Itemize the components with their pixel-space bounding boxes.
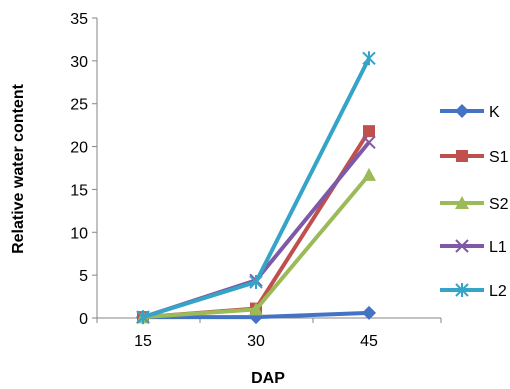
series-line-s1 [142, 130, 371, 320]
data-point-l1 [362, 135, 376, 149]
y-tick-label: 30 [70, 54, 88, 71]
data-point-l2 [136, 310, 150, 325]
series-line-s2 [142, 173, 371, 320]
axes [96, 18, 441, 319]
legend-label-k: K [489, 104, 500, 121]
legend-label-l2: L2 [489, 283, 507, 300]
data-point-l2 [362, 51, 376, 66]
legend: K S1 S2 L1 L2 [440, 104, 509, 300]
series-line-l1 [142, 141, 371, 320]
y-tick-label: 25 [70, 97, 88, 114]
legend-marker-l2 [455, 283, 469, 297]
x-axis-title: DAP [251, 370, 285, 387]
x-tick-label: 30 [247, 333, 265, 350]
y-tick-label: 20 [70, 140, 88, 157]
series-group [136, 51, 376, 325]
y-axis-ticks: 0 5 10 15 20 25 30 35 [70, 11, 97, 328]
data-point-l2 [249, 275, 263, 289]
legend-label-s2: S2 [489, 196, 509, 213]
y-tick-label: 35 [70, 11, 88, 28]
y-axis-title: Relative water content [10, 83, 27, 254]
data-point-k [362, 305, 376, 320]
legend-label-l1: L1 [489, 239, 507, 256]
data-point-s1 [363, 125, 375, 138]
data-point-s2 [249, 302, 263, 316]
data-point-s2 [362, 167, 376, 181]
y-tick-label: 0 [79, 311, 88, 328]
legend-marker-l1 [455, 239, 469, 253]
legend-marker-s1 [456, 150, 468, 162]
y-tick-label: 15 [70, 182, 88, 199]
legend-label-s1: S1 [489, 149, 509, 166]
x-tick-label: 45 [360, 333, 378, 350]
legend-marker-s2 [455, 196, 469, 209]
legend-marker-k [455, 104, 469, 118]
x-tick-label: 15 [134, 333, 152, 350]
y-tick-label: 5 [79, 268, 88, 285]
y-tick-label: 10 [70, 225, 88, 242]
